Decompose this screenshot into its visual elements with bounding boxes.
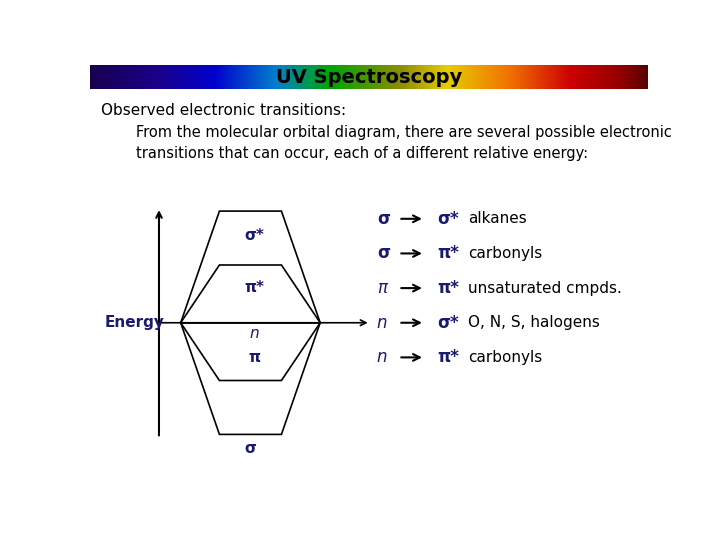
Text: σ: σ (377, 245, 390, 262)
Text: σ*: σ* (244, 228, 264, 243)
Text: σ*: σ* (437, 210, 459, 228)
Text: carbonyls: carbonyls (468, 350, 542, 365)
Text: n: n (377, 314, 387, 332)
Text: O, N, S, halogens: O, N, S, halogens (468, 315, 600, 330)
Text: σ*: σ* (437, 314, 459, 332)
Text: n: n (377, 348, 387, 367)
Text: Energy: Energy (104, 315, 164, 330)
Text: π*: π* (437, 245, 459, 262)
Text: alkanes: alkanes (468, 211, 527, 226)
Text: Observed electronic transitions:: Observed electronic transitions: (101, 103, 346, 118)
Text: π: π (377, 279, 387, 297)
Text: unsaturated cmpds.: unsaturated cmpds. (468, 281, 622, 295)
Text: From the molecular orbital diagram, there are several possible electronic
transi: From the molecular orbital diagram, ther… (137, 125, 672, 161)
Text: n: n (250, 326, 259, 341)
Text: σ: σ (245, 441, 256, 456)
Text: σ: σ (377, 210, 390, 228)
Text: carbonyls: carbonyls (468, 246, 542, 261)
Text: π: π (248, 350, 261, 365)
Text: π*: π* (244, 280, 264, 295)
Text: UV Spectroscopy: UV Spectroscopy (276, 68, 462, 86)
Text: π*: π* (437, 348, 459, 367)
Text: π*: π* (437, 279, 459, 297)
